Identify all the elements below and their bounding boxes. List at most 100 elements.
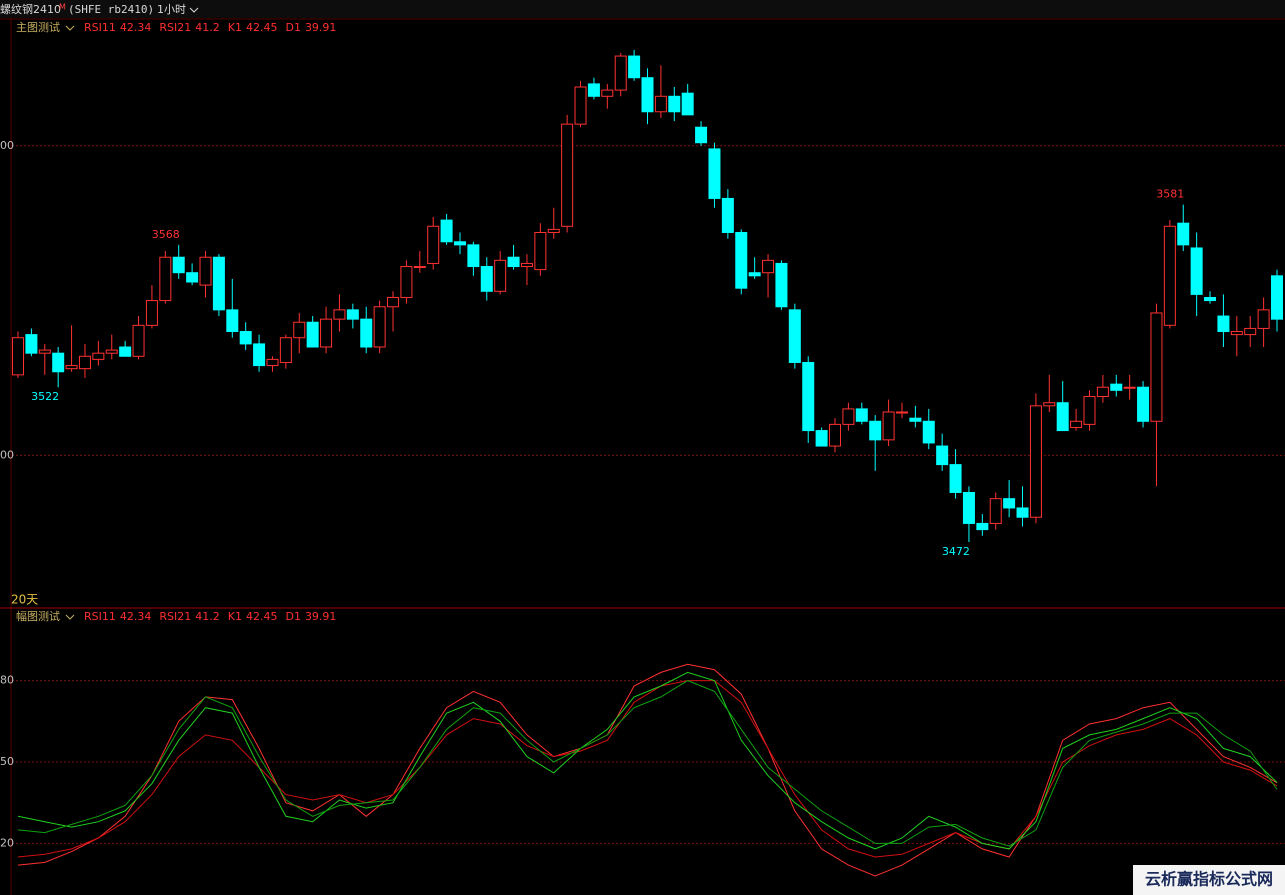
- candle-body: [1230, 331, 1243, 336]
- candle-body: [239, 331, 252, 345]
- candle-body: [949, 464, 962, 493]
- legend-value: 41.2: [195, 21, 220, 34]
- candle-body: [12, 337, 24, 376]
- legend-value: 41.2: [195, 610, 220, 623]
- legend-name: RSI11: [84, 610, 116, 623]
- candle-body: [735, 231, 748, 289]
- candle-body: [695, 126, 708, 144]
- candle-body: [721, 197, 734, 233]
- candle-body: [962, 491, 975, 524]
- code: (SHFE rb2410): [68, 3, 154, 16]
- candle-body: [802, 361, 815, 432]
- main-panel-arrow[interactable]: [65, 25, 75, 31]
- period-arrow[interactable]: [189, 7, 199, 13]
- candle-body: [1016, 507, 1029, 518]
- candle-body: [855, 408, 868, 422]
- candle-body: [614, 55, 627, 91]
- candle-body: [105, 349, 118, 354]
- candle-body: [1150, 312, 1163, 422]
- candle-body: [25, 334, 38, 354]
- legend-value: 42.45: [246, 21, 278, 34]
- candle-body: [1070, 420, 1083, 428]
- candle-body: [869, 420, 882, 441]
- candle-body: [226, 309, 239, 333]
- candle-body: [212, 256, 225, 311]
- candle-body: [1003, 498, 1016, 509]
- candle-body: [936, 445, 949, 466]
- candle-body: [346, 309, 359, 320]
- sub-panel-label[interactable]: 幅图测试: [16, 610, 60, 623]
- candle-body: [1123, 386, 1136, 389]
- candle-body: [534, 231, 547, 271]
- indicator-line: [17, 680, 1278, 858]
- legend-name: D1: [285, 610, 300, 623]
- candle-body: [668, 95, 681, 113]
- candle-body: [1217, 315, 1230, 333]
- watermark-box: [1133, 865, 1285, 895]
- candle-body: [78, 355, 91, 370]
- candle-body: [467, 244, 480, 268]
- candle-body: [748, 272, 761, 277]
- candle-body: [1056, 402, 1069, 432]
- candle-body: [1204, 296, 1217, 302]
- candle-body: [547, 228, 560, 233]
- legend-value: 39.91: [305, 610, 337, 623]
- candle-body: [132, 324, 145, 357]
- candle-body: [1137, 386, 1150, 422]
- candle-body: [360, 318, 373, 348]
- candle-body: [601, 89, 614, 97]
- legend-value: 42.45: [246, 610, 278, 623]
- candle-body: [186, 272, 199, 283]
- candle-body: [507, 256, 520, 268]
- candle-body: [561, 123, 574, 227]
- symbol[interactable]: 螺纹钢2410: [0, 2, 61, 16]
- candle-body: [199, 256, 212, 286]
- candle-body: [1190, 247, 1203, 295]
- legend-text: RSI11 42.34 RSI21 41.2 K1 42.45 D1 39.91: [84, 610, 336, 623]
- candle-body: [1163, 225, 1176, 326]
- candle-body: [159, 256, 172, 302]
- candle-body: [1083, 396, 1096, 425]
- candle-body: [681, 92, 694, 116]
- candle-body: [427, 225, 440, 264]
- y-tick-label: 80: [0, 674, 14, 687]
- candle-body: [145, 300, 158, 326]
- indicator-line: [17, 680, 1278, 847]
- candle-body: [373, 306, 386, 348]
- candle-body: [293, 321, 306, 339]
- y-tick-label: 00: [0, 448, 14, 461]
- legend-name: K1: [228, 610, 242, 623]
- candle-body: [1029, 405, 1042, 518]
- candle-body: [1257, 309, 1270, 329]
- candle-body: [815, 430, 828, 447]
- toolbar: [0, 0, 1285, 18]
- candle-body: [1244, 327, 1257, 336]
- candle-body: [1177, 222, 1190, 246]
- candle-body: [494, 259, 507, 292]
- candle-body: [708, 148, 721, 199]
- candle-body: [1096, 386, 1109, 398]
- candle-body: [520, 262, 533, 268]
- legend-value: 42.34: [120, 610, 152, 623]
- indicator-line: [17, 663, 1278, 877]
- candle-body: [1043, 402, 1056, 407]
- candle-body: [480, 266, 493, 292]
- candle-body: [574, 86, 587, 125]
- candle-body: [279, 337, 292, 363]
- legend: RSI11 42.34 RSI21 41.2 K1 42.45 D1 39.91: [84, 21, 336, 34]
- legend: RSI11 42.34 RSI21 41.2 K1 42.45 D1 39.91: [84, 610, 336, 623]
- y-tick-label: 20: [0, 836, 14, 849]
- candle-body: [922, 420, 935, 444]
- main-panel-label[interactable]: 主图测试: [16, 21, 60, 34]
- legend-name: K1: [228, 21, 242, 34]
- candle-body: [253, 343, 266, 367]
- legend-name: RSI21: [159, 610, 191, 623]
- candle-body: [654, 95, 667, 113]
- legend-name: D1: [285, 21, 300, 34]
- extreme-label: 3581: [1156, 188, 1184, 201]
- candle-body: [909, 417, 922, 422]
- period[interactable]: 1小时: [157, 3, 186, 16]
- candle-body: [989, 498, 1002, 524]
- candle-body: [65, 365, 78, 370]
- extreme-label: 3568: [152, 228, 180, 241]
